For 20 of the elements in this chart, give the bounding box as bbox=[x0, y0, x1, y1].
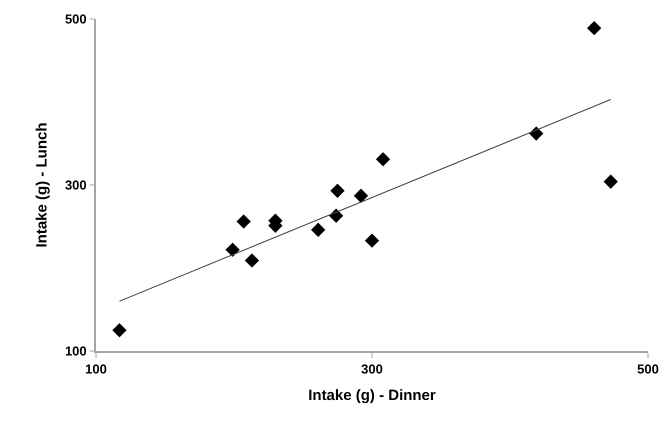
point bbox=[328, 208, 344, 223]
point bbox=[376, 152, 390, 166]
y-tick-label: 300 bbox=[64, 178, 87, 193]
x-tick-label: 500 bbox=[637, 361, 659, 376]
x-axis-title: Intake (g) - Dinner bbox=[308, 386, 436, 404]
point bbox=[112, 323, 127, 338]
point bbox=[354, 188, 368, 203]
y-axis-title: Intake (g) - Lunch bbox=[34, 122, 51, 248]
point bbox=[364, 233, 380, 248]
point bbox=[311, 222, 326, 237]
x-tick-label: 300 bbox=[361, 361, 383, 376]
point bbox=[244, 253, 260, 268]
point bbox=[604, 174, 618, 189]
point bbox=[236, 214, 251, 229]
point bbox=[225, 242, 240, 257]
x-tick-label: 100 bbox=[85, 361, 107, 376]
y-tick-label: 100 bbox=[64, 344, 87, 359]
y-tick-label: 500 bbox=[64, 12, 87, 27]
point bbox=[587, 20, 602, 36]
point bbox=[330, 184, 345, 198]
